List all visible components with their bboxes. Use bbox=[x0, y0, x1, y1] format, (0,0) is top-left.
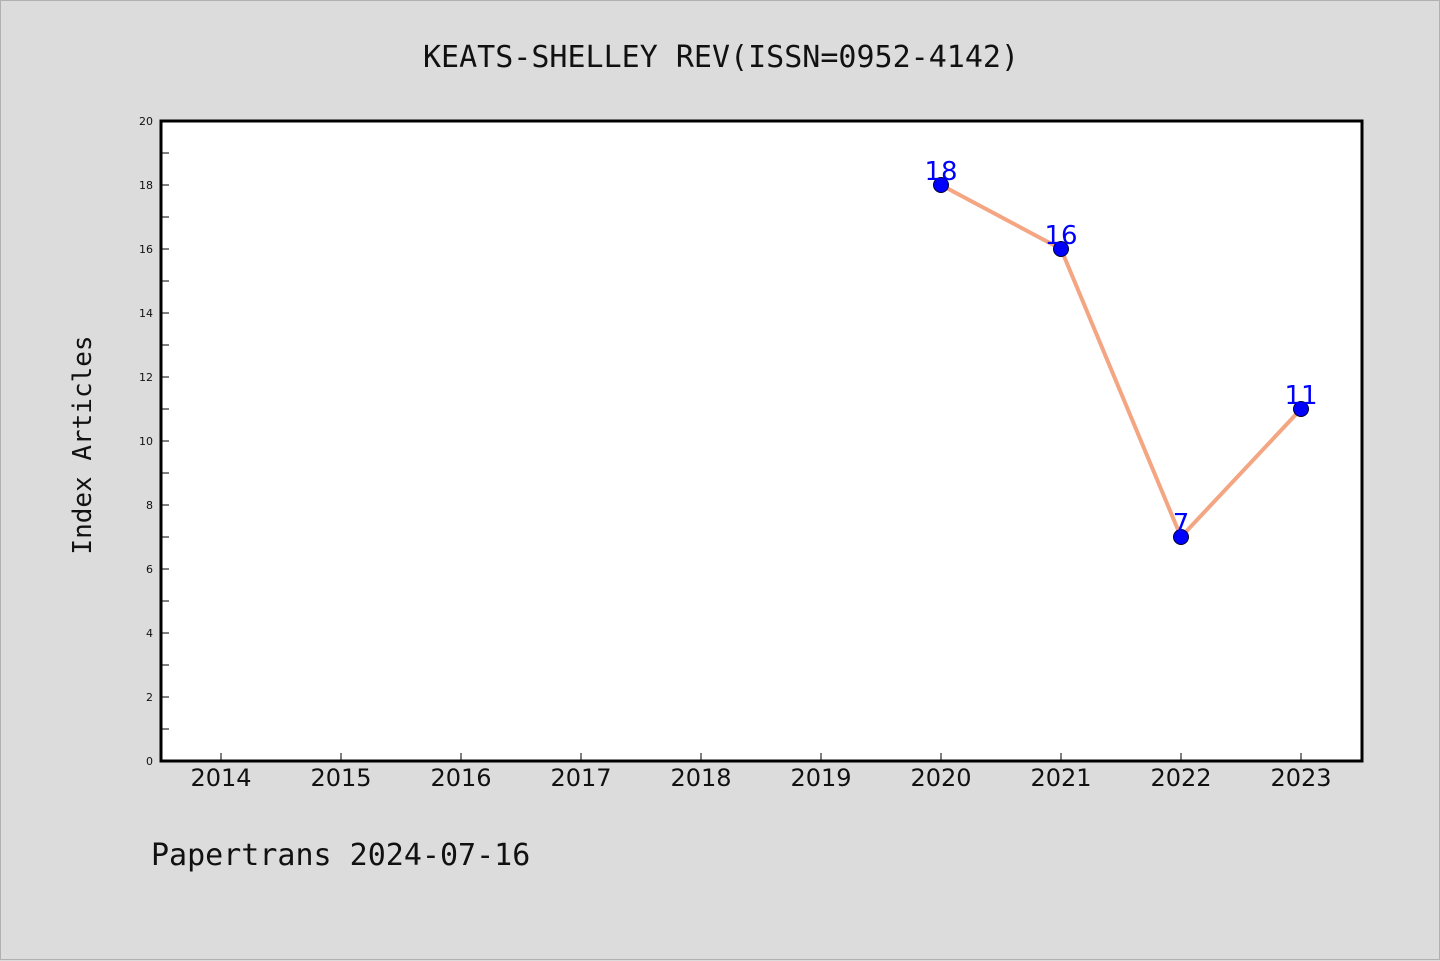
x-tick-label: 2019 bbox=[790, 764, 851, 792]
x-tick-label: 2023 bbox=[1270, 764, 1331, 792]
series-layer: 18 16 7 11 bbox=[924, 157, 1318, 545]
y-tick-label: 4 bbox=[146, 627, 153, 640]
data-point bbox=[933, 177, 949, 193]
x-tick-label: 2014 bbox=[190, 764, 251, 792]
y-tick-label: 12 bbox=[139, 371, 153, 384]
y-axis-ticks: 0 2 4 6 8 10 12 14 16 18 20 bbox=[139, 115, 169, 768]
x-axis-ticks: 2014 2015 2016 2017 2018 2019 2020 2021 2022 2023 bbox=[190, 753, 1332, 792]
y-tick-label: 14 bbox=[139, 307, 153, 320]
series-line bbox=[940, 183, 1303, 539]
footer-text: Papertrans 2024-07-16 bbox=[151, 838, 530, 873]
data-point bbox=[1173, 529, 1189, 545]
x-tick-label: 2022 bbox=[1150, 764, 1211, 792]
data-label: 16 bbox=[1044, 221, 1077, 251]
x-tick-label: 2020 bbox=[910, 764, 971, 792]
plot-area bbox=[159, 119, 1364, 763]
y-tick-label: 20 bbox=[139, 115, 153, 128]
y-tick-label: 10 bbox=[139, 435, 153, 448]
data-label: 11 bbox=[1284, 381, 1317, 411]
y-tick-label: 16 bbox=[139, 243, 153, 256]
data-label: 7 bbox=[1173, 509, 1190, 539]
y-axis-label: Index Articles bbox=[68, 335, 98, 554]
y-tick-label: 0 bbox=[146, 755, 153, 768]
y-tick-label: 2 bbox=[146, 691, 153, 704]
x-tick-label: 2016 bbox=[430, 764, 491, 792]
chart-title: KEATS-SHELLEY REV(ISSN=0952-4142) bbox=[423, 40, 1019, 75]
data-point bbox=[1293, 401, 1309, 417]
data-label: 18 bbox=[924, 157, 957, 187]
x-tick-label: 2018 bbox=[670, 764, 731, 792]
x-tick-label: 2017 bbox=[550, 764, 611, 792]
x-tick-label: 2021 bbox=[1030, 764, 1091, 792]
y-tick-label: 18 bbox=[139, 179, 153, 192]
y-tick-label: 8 bbox=[146, 499, 153, 512]
data-point bbox=[1053, 241, 1069, 257]
y-tick-label: 6 bbox=[146, 563, 153, 576]
x-tick-label: 2015 bbox=[310, 764, 371, 792]
